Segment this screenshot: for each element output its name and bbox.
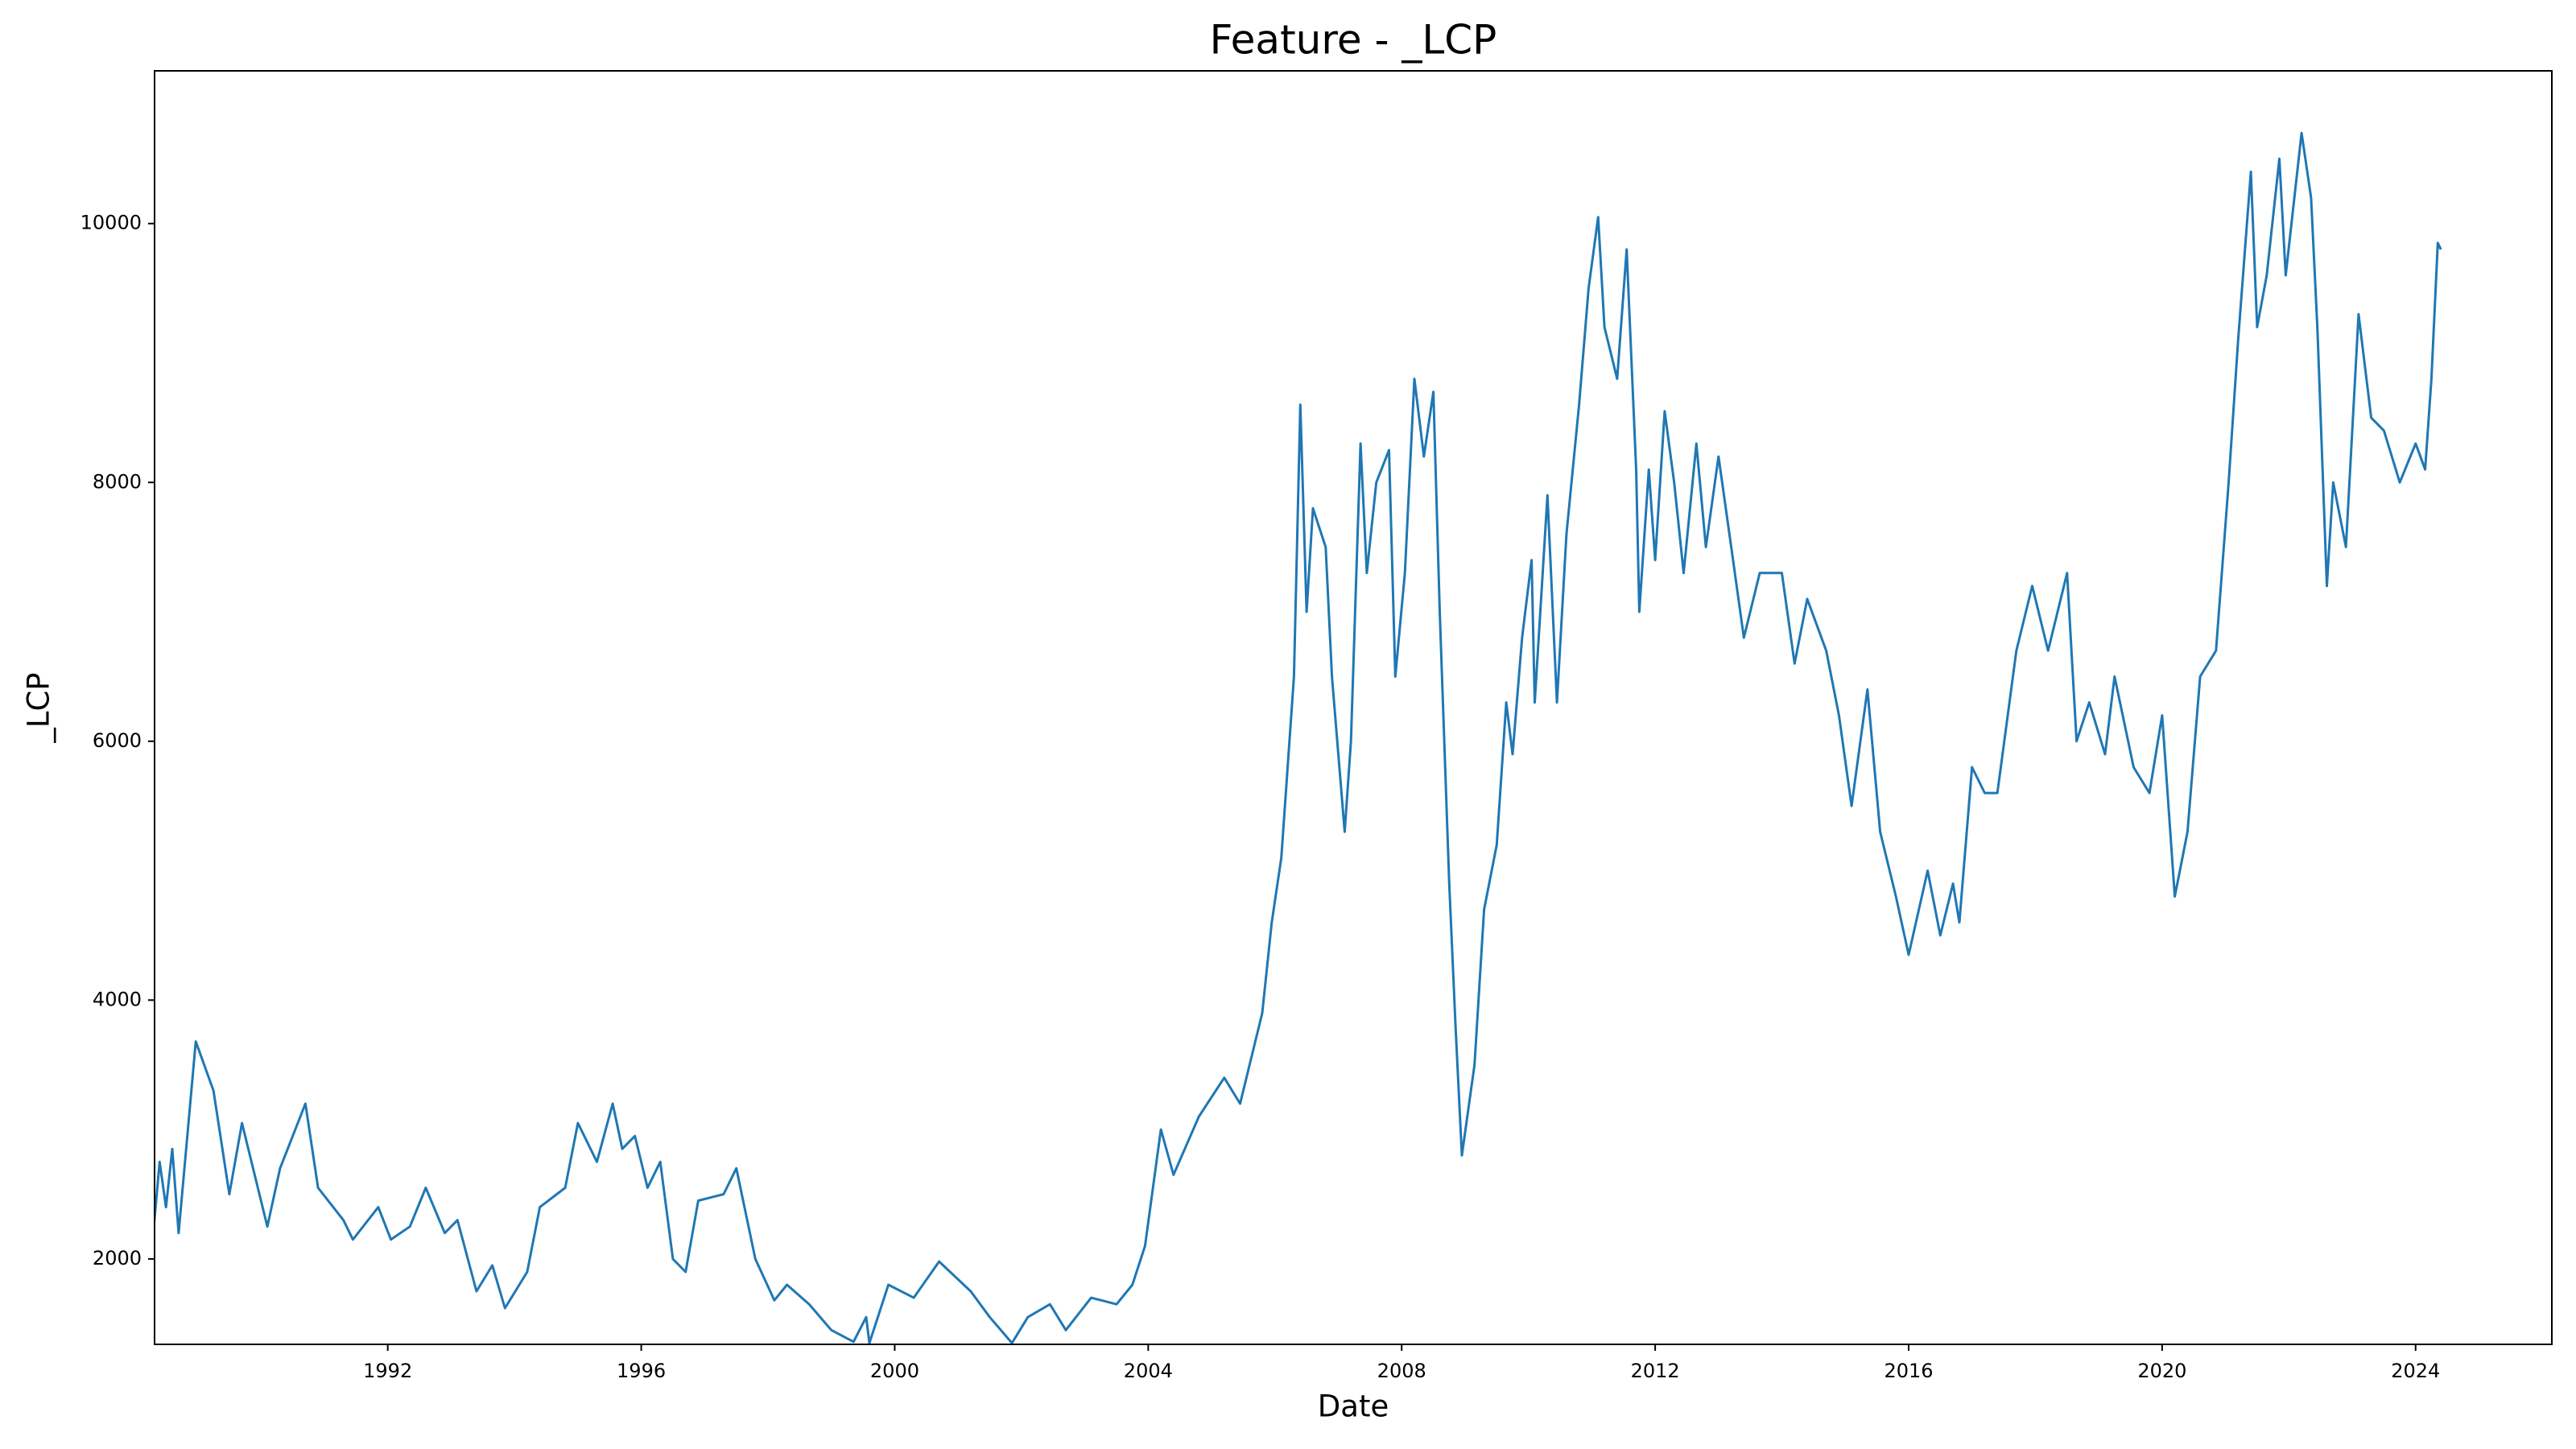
x-tick-label: 2016 (1884, 1360, 1933, 1382)
x-tick-label: 1996 (617, 1360, 666, 1382)
y-axis-label: _LCP (22, 672, 56, 743)
x-tick-label: 2000 (870, 1360, 919, 1382)
x-axis-label: Date (1318, 1389, 1389, 1424)
x-tick-label: 2020 (2137, 1360, 2186, 1382)
y-tick-label: 2000 (93, 1247, 142, 1269)
y-tick-label: 10000 (80, 212, 142, 234)
x-tick-label: 2004 (1124, 1360, 1173, 1382)
x-tick-label: 2024 (2391, 1360, 2440, 1382)
y-tick-label: 4000 (93, 988, 142, 1010)
y-tick-label: 8000 (93, 470, 142, 493)
plot-frame (154, 70, 2553, 1345)
x-tick-label: 1992 (363, 1360, 412, 1382)
data-line (155, 131, 2442, 1344)
y-tick-label: 6000 (93, 729, 142, 752)
x-tick-label: 2012 (1631, 1360, 1680, 1382)
x-tick-label: 2008 (1377, 1360, 1426, 1382)
chart-title: Feature - _LCP (1210, 17, 1497, 64)
